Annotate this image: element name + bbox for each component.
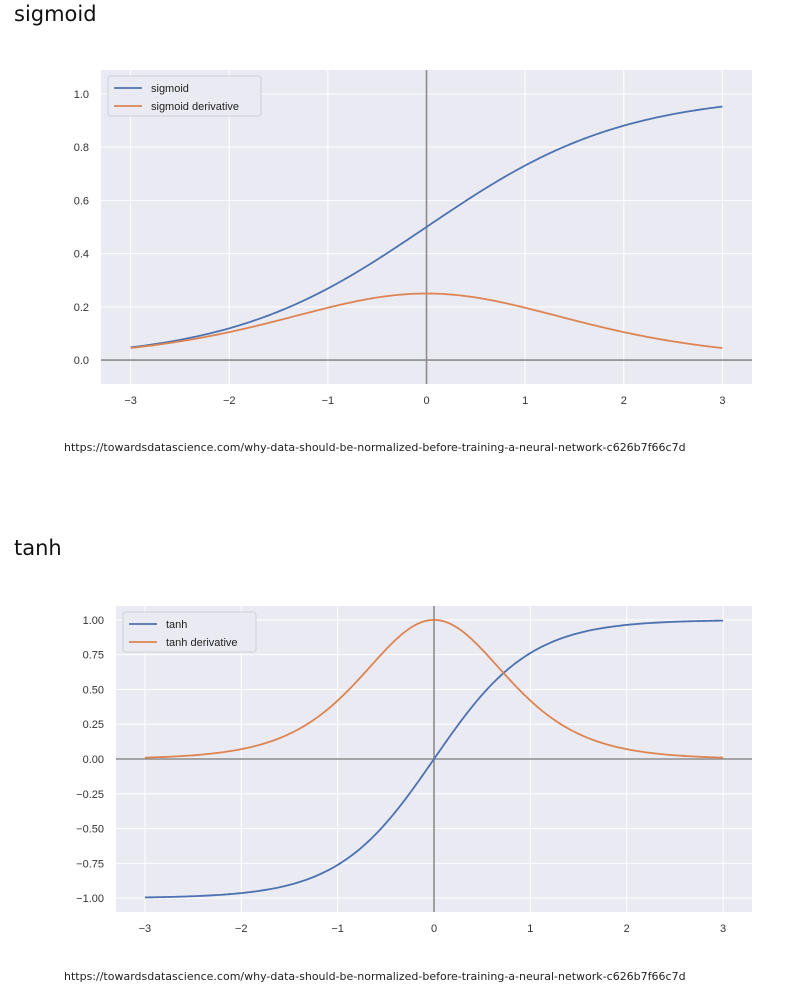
y-tick-label: 0.00 [83,754,104,766]
x-tick-label: 1 [522,395,528,407]
tanh-chart: −3 −2 −1 0 1 2 3 −1.00 −0.75 −0.50 −0.25 0.00 0.25 0.… [76,606,752,935]
y-tick-label: 0.50 [83,684,104,696]
x-tick-label: 0 [423,395,429,407]
legend-label: sigmoid derivative [151,101,239,113]
series-line-tanh-derivative [144,619,724,759]
sigmoid-chart: −3 −2 −1 0 1 2 30.00.20.40.60.81.0 sigmoidsigmo… [74,70,752,407]
x-tick-label: −3 [124,395,137,407]
x-tick-label: −1 [331,923,344,935]
y-tick-label: 0.25 [83,719,104,731]
series-line-sigmoid-derivative [130,292,723,349]
y-tick-label: −0.50 [76,824,104,836]
legend-box [107,75,262,117]
x-tick-label: 0 [431,923,437,935]
source-caption[interactable]: https://towardsdatascience.com/why-data-… [64,970,686,983]
y-tick-label: 0.4 [74,249,89,261]
x-tick-label: −2 [223,395,236,407]
x-tick-label: 3 [720,923,726,935]
y-tick-label: 0.8 [74,142,89,154]
legend-label: tanh derivative [166,637,238,649]
series-line-sigmoid [130,105,723,349]
series-line-tanh [144,619,724,899]
y-tick-label: 1.0 [74,89,89,101]
y-tick-label: 1.00 [83,615,104,627]
x-tick-label: −1 [322,395,335,407]
y-tick-label: 0.0 [74,355,89,367]
x-tick-label: 2 [621,395,627,407]
x-tick-label: 1 [527,923,533,935]
y-tick-label: 0.6 [74,195,89,207]
source-caption[interactable]: https://towardsdatascience.com/why-data-… [64,441,686,454]
y-tick-label: −1.00 [76,893,104,905]
x-tick-label: −2 [235,923,248,935]
legend-label: tanh [166,619,187,631]
y-tick-label: 0.75 [83,650,104,662]
y-tick-label: −0.75 [76,858,104,870]
legend: tanh tanh derivative [122,611,257,653]
legend-label: sigmoid [151,83,189,95]
x-tick-label: 3 [719,395,725,407]
y-tick-label: −0.25 [76,789,104,801]
x-tick-label: −3 [139,923,152,935]
section-title-sigmoid: sigmoid [14,2,97,26]
x-tick-label: 2 [624,923,630,935]
legend: sigmoid sigmoid derivative [107,75,262,117]
section-title-tanh: tanh [14,536,62,560]
y-tick-label: 0.2 [74,302,89,314]
